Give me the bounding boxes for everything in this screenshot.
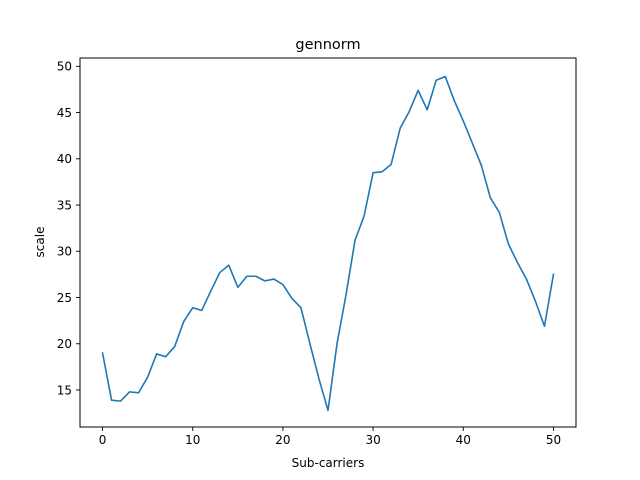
y-axis: 15 20 25 30 35 40 45 50 (57, 60, 80, 397)
chart-title: gennorm (295, 37, 360, 53)
y-tick-label: 15 (57, 383, 72, 397)
x-tick-label: 50 (546, 433, 561, 447)
y-axis-label: scale (33, 227, 47, 258)
x-tick-label: 10 (185, 433, 200, 447)
x-tick-label: 40 (456, 433, 471, 447)
y-tick-label: 30 (57, 245, 72, 259)
y-tick-label: 35 (57, 198, 72, 212)
y-tick-label: 45 (57, 106, 72, 120)
y-tick-label: 20 (57, 337, 72, 351)
y-tick-label: 40 (57, 152, 72, 166)
x-tick-label: 30 (365, 433, 380, 447)
x-axis-label: Sub-carriers (292, 456, 365, 470)
plot-frame (79, 57, 577, 428)
series-line-0 (101, 75, 555, 412)
x-tick-label: 20 (275, 433, 290, 447)
y-tick-label: 25 (57, 291, 72, 305)
y-tick-label: 50 (57, 60, 72, 74)
x-axis: 0 10 20 30 40 50 (99, 427, 561, 447)
x-tick-label: 0 (99, 433, 107, 447)
